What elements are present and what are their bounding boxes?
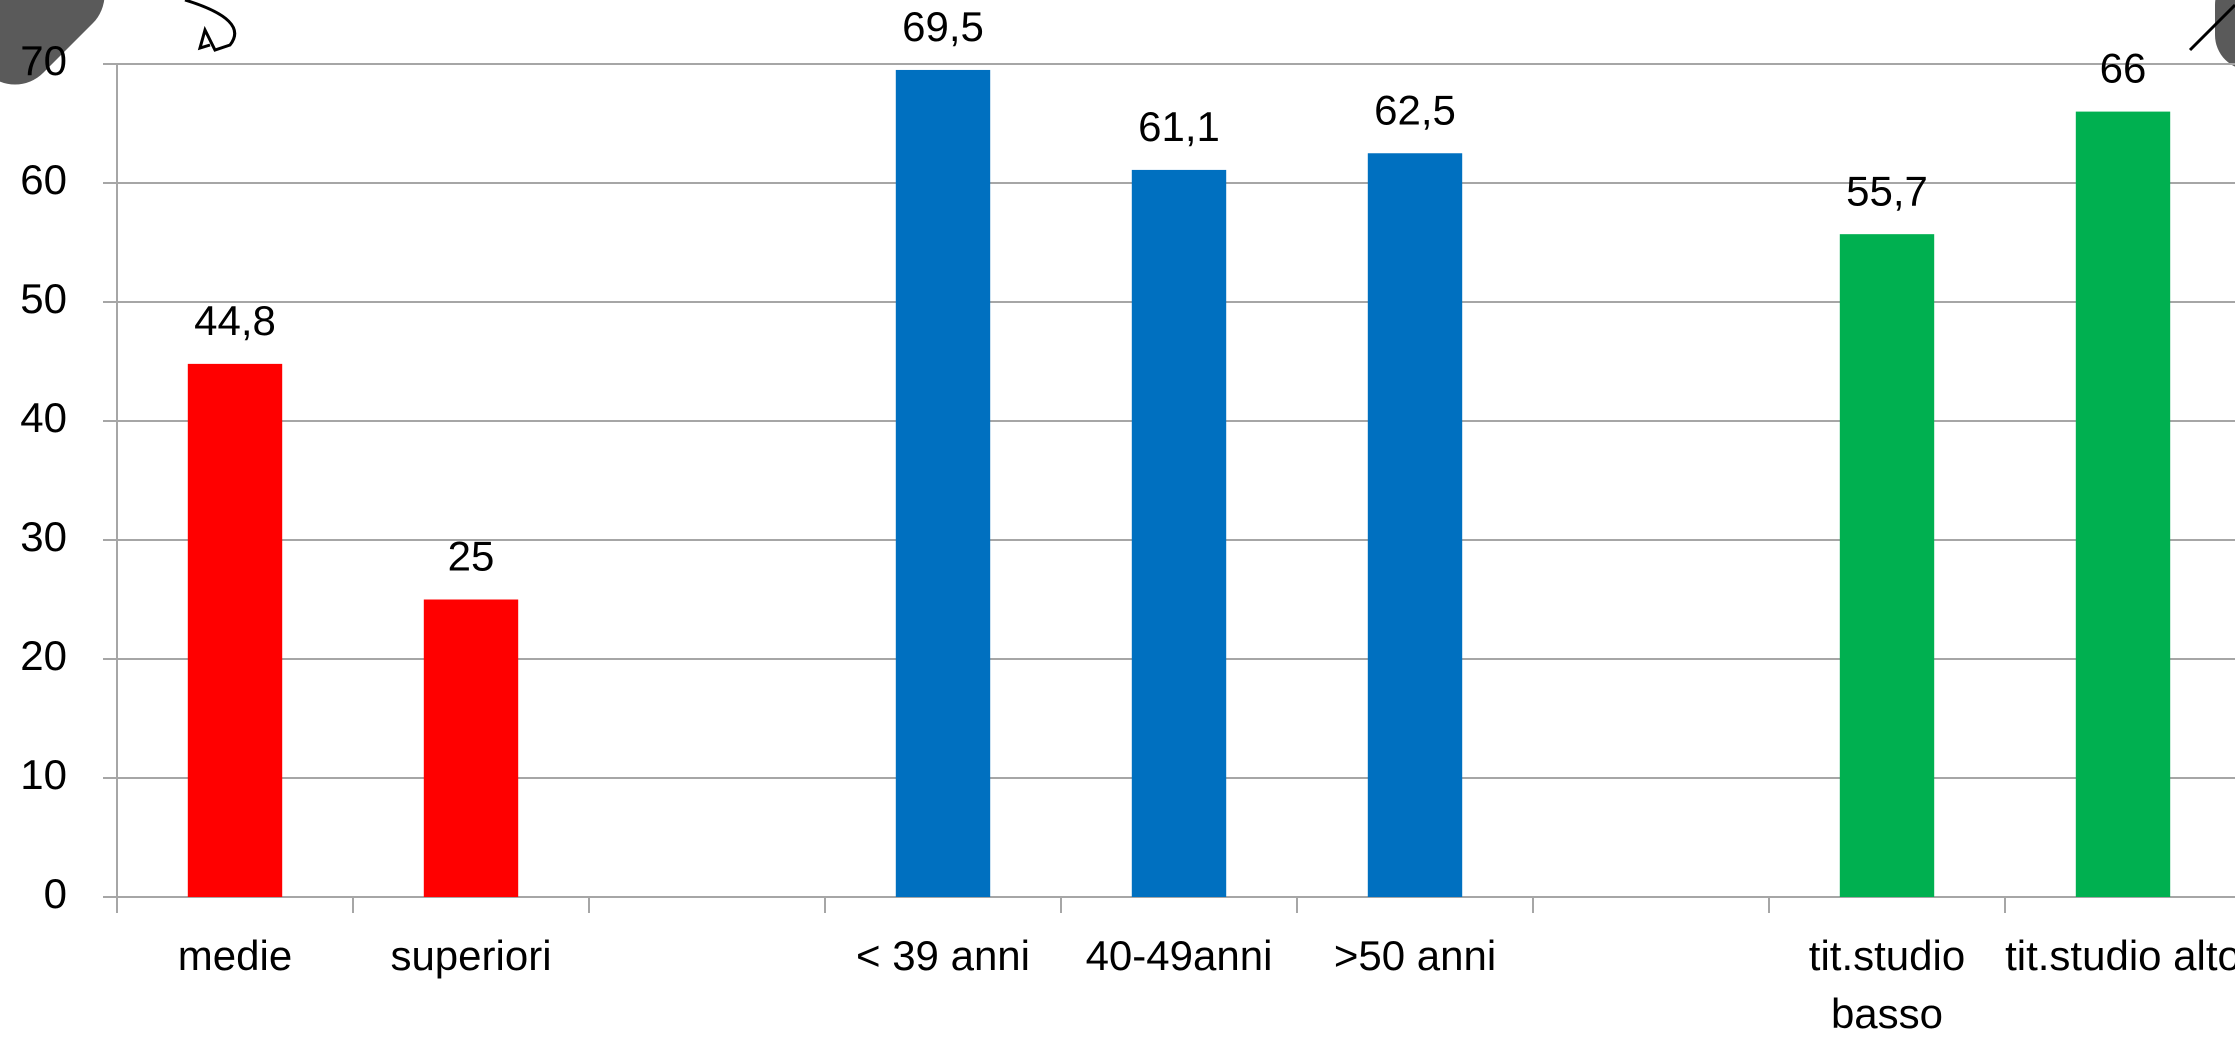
decoration	[0, 0, 2235, 85]
bar	[1367, 153, 1463, 897]
y-tick-label: 20	[20, 632, 67, 679]
bar	[2075, 111, 2171, 898]
y-tick-label: 50	[20, 275, 67, 322]
bar	[187, 363, 283, 897]
bar	[423, 599, 519, 897]
x-tick-label: tit.studio basso	[1808, 932, 1966, 1037]
x-tick-label: >50 anni	[1333, 932, 1497, 979]
value-label: 66	[2100, 45, 2147, 92]
corner-shape	[2215, 0, 2235, 67]
y-tick-label: 0	[44, 870, 67, 917]
x-tick-label: tit.studio alto	[2005, 932, 2235, 979]
value-label: 55,7	[1846, 167, 1928, 214]
y-tick-label: 70	[20, 37, 67, 84]
value-label: 69,5	[902, 3, 984, 50]
corner-icon	[184, 0, 237, 52]
value-label: 25	[448, 533, 495, 580]
x-tick-label: < 39 anni	[856, 932, 1030, 979]
x-tick-label: medie	[177, 932, 293, 979]
x-tick-label: superiori	[390, 932, 552, 979]
y-tick-label: 10	[20, 751, 67, 798]
bar	[895, 69, 991, 897]
y-tick-label: 40	[20, 394, 67, 441]
value-label: 62,5	[1374, 86, 1456, 133]
value-label: 61,1	[1138, 103, 1220, 150]
bar	[1839, 234, 1935, 898]
y-tick-label: 30	[20, 513, 67, 560]
value-label: 44,8	[194, 297, 276, 344]
bar	[1131, 169, 1227, 897]
corner-icon	[2188, 3, 2235, 52]
corner-shape	[0, 0, 105, 85]
y-tick-label: 60	[20, 156, 67, 203]
x-tick-label: 40-49anni	[1085, 932, 1273, 979]
